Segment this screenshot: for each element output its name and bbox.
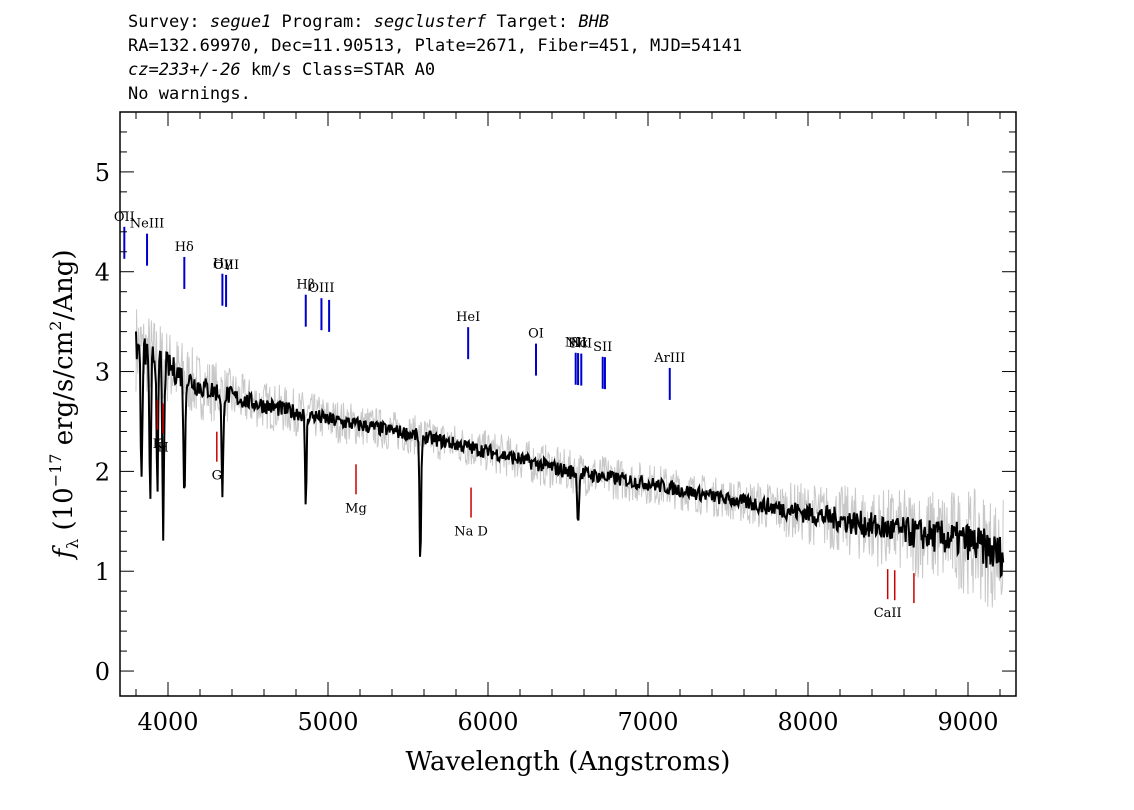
y-axis-label-lambda: λ xyxy=(63,539,82,549)
emission-line-label: ArIII xyxy=(653,351,685,366)
emission-line-label: OII xyxy=(114,210,135,225)
y-axis-label-exp1: −17 xyxy=(46,454,65,488)
x-tick-labels: 4000 5000 6000 7000 8000 9000 xyxy=(137,708,998,736)
y-axis-label-open: (10 xyxy=(49,487,79,539)
header-line-survey: Survey: segue1 Program: segclusterf Targ… xyxy=(128,10,1028,34)
survey-value: segue1 xyxy=(209,12,272,32)
emission-line-label: SII xyxy=(593,340,612,355)
absorption-line-label: Mg xyxy=(345,501,367,516)
flux-layer xyxy=(135,331,1005,579)
emission-line-label: NII xyxy=(565,336,587,351)
absorption-line-label: K xyxy=(153,437,163,452)
program-value: segclusterf xyxy=(373,12,487,32)
spectrum-header: Survey: segue1 Program: segclusterf Targ… xyxy=(128,10,1028,106)
absorption-line-label: CaII xyxy=(874,606,902,621)
y-tick-label: 5 xyxy=(95,159,110,187)
emission-line-label: NII xyxy=(570,337,592,352)
x-axis-label: Wavelength (Angstroms) xyxy=(406,747,731,777)
emission-line-label: OIII xyxy=(213,258,239,273)
target-label: Target: xyxy=(486,12,579,32)
absorption-line-label: G xyxy=(212,469,222,484)
survey-label: Survey: xyxy=(128,12,210,32)
header-line-warnings: No warnings. xyxy=(128,84,251,104)
y-axis-label-close: /Ang) xyxy=(49,249,79,320)
y-tick-label: 4 xyxy=(95,259,110,287)
x-tick-label: 9000 xyxy=(937,708,998,736)
y-tick-labels: 0 1 2 3 4 5 xyxy=(95,159,110,686)
axis-ticks xyxy=(120,112,1016,696)
header-line-coordinates: RA=132.69970, Dec=11.90513, Plate=2671, … xyxy=(128,36,743,56)
emission-line-label: Hβ xyxy=(296,278,315,293)
x-tick-label: 6000 xyxy=(457,708,518,736)
emission-line-label: Hα xyxy=(568,336,588,351)
emission-line-label: OI xyxy=(528,327,544,342)
program-label: Program: xyxy=(271,12,374,32)
flux-trace xyxy=(135,331,1005,579)
absorption-line-label: Na D xyxy=(454,525,488,540)
header-line-redshift: cz=233+/-26 km/s Class=STAR A0 xyxy=(128,58,1028,82)
emission-line-label: OIII xyxy=(308,281,334,296)
y-axis-label-exp2: 2 xyxy=(46,321,65,331)
x-tick-label: 7000 xyxy=(617,708,678,736)
emission-line-label: NeIII xyxy=(130,217,164,232)
x-tick-label: 8000 xyxy=(777,708,838,736)
y-tick-label: 2 xyxy=(95,458,110,486)
y-tick-label: 0 xyxy=(95,658,110,686)
y-axis-label: fλ (10−17 erg/s/cm2/Ang) xyxy=(46,249,82,560)
target-value: BHB xyxy=(578,12,610,32)
y-tick-label: 3 xyxy=(95,359,110,387)
emission-line-label: HeI xyxy=(456,310,480,325)
redshift-value: cz=233+/-26 xyxy=(128,60,241,80)
plot-frame xyxy=(119,111,1017,697)
emission-line-label: Hδ xyxy=(175,240,194,255)
y-axis-label-mid: erg/s/cm xyxy=(49,331,79,454)
absorption-line-label: H xyxy=(157,440,168,455)
y-tick-label: 1 xyxy=(95,558,110,586)
x-tick-label: 5000 xyxy=(297,708,358,736)
x-tick-label: 4000 xyxy=(137,708,198,736)
emission-line-label: Hγ xyxy=(213,257,232,272)
redshift-class: km/s Class=STAR A0 xyxy=(240,60,436,80)
